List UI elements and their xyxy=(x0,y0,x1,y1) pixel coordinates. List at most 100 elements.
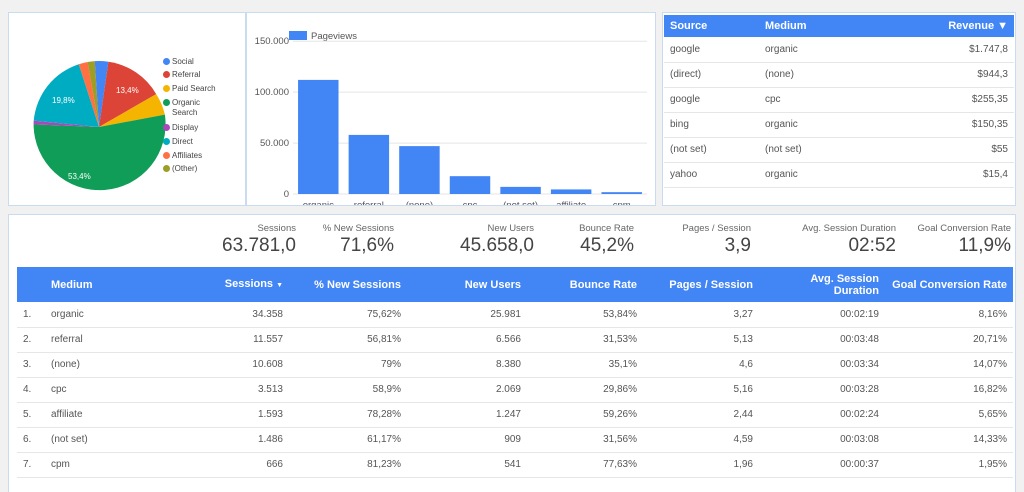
x-tick-label: cpm xyxy=(613,200,631,205)
legend-display[interactable]: Display xyxy=(163,123,199,133)
col-new-users[interactable]: New Users xyxy=(407,267,527,302)
col-goal-conversion[interactable]: Goal Conversion Rate xyxy=(885,267,1013,302)
row-index: 3. xyxy=(17,352,45,378)
revenue-row[interactable]: google cpc $255,35 xyxy=(664,87,1014,113)
cell-sessions: 11.557 xyxy=(175,327,289,353)
table-row[interactable]: 7. cpm 666 81,23% 541 77,63% 1,96 00:00:37 1,95% xyxy=(17,452,1013,478)
row-index: 5. xyxy=(17,402,45,428)
cell-bounce-rate: 29,86% xyxy=(527,377,643,403)
col-medium[interactable]: Medium xyxy=(759,15,909,37)
col-index xyxy=(17,267,45,302)
revenue-source: google xyxy=(664,87,759,113)
legend-affiliates[interactable]: Affiliates xyxy=(163,151,202,161)
bar-x-labels: organic referral (none) cpc (not set) affilia… xyxy=(303,200,631,205)
revenue-value: $1.747,8 xyxy=(909,37,1014,63)
legend-dot xyxy=(163,85,170,92)
table-row[interactable]: 3. (none) 10.608 79% 8.380 35,1% 4,6 00:03:34 14… xyxy=(17,352,1013,378)
legend-social[interactable]: Social xyxy=(163,57,194,67)
legend-label: Organic Search xyxy=(172,98,201,117)
cell-new-users: 2.069 xyxy=(407,377,527,403)
bar-0[interactable] xyxy=(298,79,339,194)
bar-2[interactable] xyxy=(399,146,440,194)
cell-goal-conversion: 16,82% xyxy=(885,377,1013,403)
bar-4[interactable] xyxy=(500,186,541,194)
cell-sessions: 666 xyxy=(175,452,289,478)
legend-dot xyxy=(163,99,170,106)
stat-5: Avg. Session Duration 02:52 xyxy=(802,223,896,257)
col-pages-session[interactable]: Pages / Session xyxy=(643,267,759,302)
col-sessions[interactable]: Sessions ▼ xyxy=(175,267,289,302)
stat-value: 3,9 xyxy=(724,235,751,256)
cell-bounce-rate: 59,26% xyxy=(527,402,643,428)
legend-other[interactable]: (Other) xyxy=(163,164,197,174)
pie-slice-other[interactable] xyxy=(87,61,99,127)
stat-label: Pages / Session xyxy=(682,223,751,234)
stat-label: Goal Conversion Rate xyxy=(917,223,1011,234)
pie-slice-paid-search[interactable] xyxy=(99,94,165,127)
stat-1: % New Sessions 71,6% xyxy=(323,223,394,257)
pie-slice-social[interactable] xyxy=(94,60,109,127)
revenue-source: (not set) xyxy=(664,137,759,163)
cell-medium: (none) xyxy=(45,352,175,378)
revenue-row[interactable]: google organic $1.747,8 xyxy=(664,37,1014,63)
bar-1[interactable] xyxy=(348,134,390,194)
pie-label-organic: 53,4% xyxy=(68,172,91,181)
legend-paid-search[interactable]: Paid Search xyxy=(163,84,216,94)
revenue-row[interactable]: (not set) (not set) $55 xyxy=(664,137,1014,163)
stat-value: 45,2% xyxy=(580,235,634,256)
cell-pages-session: 5,16 xyxy=(643,377,759,403)
pie-label-referral: 13,4% xyxy=(116,86,139,95)
col-new-sessions[interactable]: % New Sessions xyxy=(289,267,407,302)
col-bounce-rate[interactable]: Bounce Rate xyxy=(527,267,643,302)
revenue-table: Source Medium Revenue ▼ google organic $1.… xyxy=(664,15,1014,188)
col-avg-duration[interactable]: Avg. Session Duration xyxy=(759,267,885,302)
revenue-row[interactable]: (direct) (none) $944,3 xyxy=(664,62,1014,88)
legend-dot xyxy=(163,152,170,159)
cell-pages-session: 4,6 xyxy=(643,352,759,378)
legend-referral[interactable]: Referral xyxy=(163,70,200,80)
revenue-value: $944,3 xyxy=(909,62,1014,88)
cell-avg-duration: 00:02:19 xyxy=(759,302,885,328)
stat-value: 11,9% xyxy=(958,235,1011,256)
cell-goal-conversion: 1,95% xyxy=(885,452,1013,478)
table-row[interactable]: 2. referral 11.557 56,81% 6.566 31,53% 5,13 00:… xyxy=(17,327,1013,353)
col-medium[interactable]: Medium xyxy=(45,267,175,302)
cell-new-sessions: 79% xyxy=(289,352,407,378)
table-row[interactable]: 4. cpc 3.513 58,9% 2.069 29,86% 5,16 00:03:28 16… xyxy=(17,377,1013,403)
col-source[interactable]: Source xyxy=(664,15,759,37)
stat-3: Bounce Rate 45,2% xyxy=(579,223,634,257)
cell-pages-session: 2,44 xyxy=(643,402,759,428)
col-revenue[interactable]: Revenue ▼ xyxy=(909,15,1014,37)
pie-label-direct: 19,8% xyxy=(52,96,75,105)
revenue-value: $55 xyxy=(909,137,1014,163)
bar-5[interactable] xyxy=(550,189,592,194)
pie-slice-display[interactable] xyxy=(33,120,99,127)
legend-direct[interactable]: Direct xyxy=(163,137,193,147)
cell-bounce-rate: 53,84% xyxy=(527,302,643,328)
cell-sessions: 34.358 xyxy=(175,302,289,328)
bar-6[interactable] xyxy=(601,192,642,194)
y-tick-label: 50.000 xyxy=(260,138,289,149)
cell-bounce-rate: 31,53% xyxy=(527,327,643,353)
cell-new-sessions: 58,9% xyxy=(289,377,407,403)
pie-slice-affiliates[interactable] xyxy=(78,62,99,127)
table-row[interactable]: 6. (not set) 1.486 61,17% 909 31,56% 4,59 00:03… xyxy=(17,427,1013,453)
legend-organic-search[interactable]: Organic Search xyxy=(163,98,222,118)
legend-label: Display xyxy=(172,123,199,132)
revenue-row[interactable]: yahoo organic $15,4 xyxy=(664,162,1014,188)
pie-slice-organic-search[interactable] xyxy=(33,114,166,191)
medium-summary-panel: Sessions 63.781,0% New Sessions 71,6% New U… xyxy=(8,214,1016,492)
stat-6: Goal Conversion Rate 11,9% xyxy=(918,223,1011,257)
table-row[interactable]: 1. organic 34.358 75,62% 25.981 53,84% 3,27 00:… xyxy=(17,302,1013,328)
cell-avg-duration: 00:03:48 xyxy=(759,327,885,353)
row-index: 2. xyxy=(17,327,45,353)
table-row[interactable]: 5. affiliate 1.593 78,28% 1.247 59,26% 2,44 00:… xyxy=(17,402,1013,428)
revenue-row[interactable]: bing organic $150,35 xyxy=(664,112,1014,138)
x-tick-label: organic xyxy=(303,200,334,205)
revenue-source: bing xyxy=(664,112,759,138)
pie-slice-referral[interactable] xyxy=(99,61,157,127)
pie-slice-direct[interactable] xyxy=(33,64,99,127)
stat-value: 02:52 xyxy=(848,235,896,256)
bar-3[interactable] xyxy=(449,176,491,194)
revenue-value: $15,4 xyxy=(909,162,1014,188)
